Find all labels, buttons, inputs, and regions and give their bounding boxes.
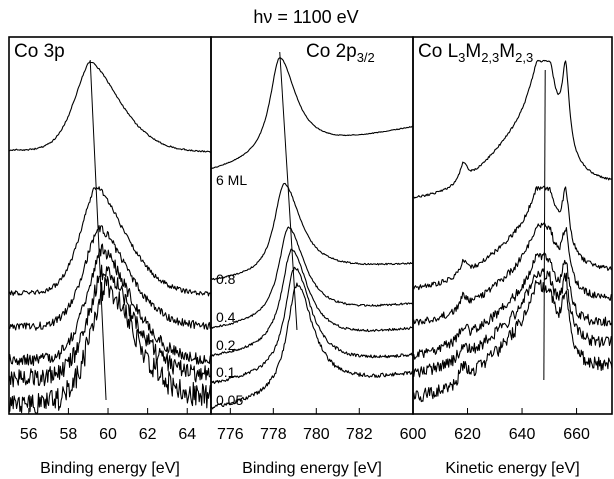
spectrum-0.4 <box>8 225 212 331</box>
spectrum-0.2 <box>210 248 414 357</box>
spectrum-6-ML <box>210 57 414 170</box>
panel-co-lmm: Co L3M2,3M2,3 600 620 640 660 Kinetic energ… <box>400 36 613 477</box>
spectrum-0.1 <box>8 264 212 388</box>
thickness-label-0.05: 0.05 <box>216 392 243 408</box>
panel-title: Co 3p <box>14 41 65 62</box>
spectrum-0.2 <box>413 252 613 360</box>
x-axis-label: Binding energy [eV] <box>242 460 382 477</box>
x-tick-label: 778 <box>260 426 287 443</box>
x-tick-label: 780 <box>303 426 330 443</box>
spectrum-0.05 <box>8 276 212 414</box>
panel-title: Co 2p3/2 <box>306 41 375 65</box>
thickness-labels: 6 ML 0.8 0.4 0.2 0.1 0.05 <box>216 172 247 408</box>
x-tick-label: 620 <box>454 426 481 443</box>
peak-position-guide <box>543 69 546 381</box>
x-tick-label: 776 <box>217 426 244 443</box>
x-tick-label: 64 <box>178 426 196 443</box>
x-tick-label: 62 <box>139 426 157 443</box>
spectrum-0.05 <box>412 279 613 403</box>
peak-position-guide <box>89 59 107 401</box>
spectrum-0.8 <box>412 185 613 291</box>
panel-frame <box>210 36 414 415</box>
x-tick-label: 600 <box>400 426 427 443</box>
spectrum-0.4 <box>412 222 613 326</box>
panel-co-2p32: Co 2p3/2 776 778 780 782 Binding energy [eV… <box>210 36 414 477</box>
spectrum-6-ML <box>412 59 613 199</box>
thickness-label-0.8: 0.8 <box>216 271 236 287</box>
spectrum-0.8 <box>8 186 212 297</box>
spectrum-0.2 <box>8 243 212 366</box>
spectrum-0.4 <box>210 226 414 329</box>
x-axis-label: Kinetic energy [eV] <box>445 460 579 477</box>
x-tick-label: 660 <box>563 426 590 443</box>
x-tick-label: 60 <box>99 426 117 443</box>
panel-title: Co L3M2,3M2,3 <box>418 41 533 65</box>
x-tick-label: 782 <box>346 426 373 443</box>
thickness-label-0.4: 0.4 <box>216 309 236 325</box>
spectrum-0.05 <box>210 282 414 410</box>
photon-energy-title: hν = 1100 eV <box>253 7 358 27</box>
panel-frame <box>412 36 613 415</box>
x-axis-label: Binding energy [eV] <box>40 460 180 477</box>
peak-position-guide <box>279 51 298 331</box>
x-tick-label: 58 <box>60 426 78 443</box>
thickness-label-0.1: 0.1 <box>216 364 236 380</box>
x-tick-label: 56 <box>20 426 38 443</box>
thickness-label-6ml: 6 ML <box>216 172 247 188</box>
spectrum-0.1 <box>412 267 613 378</box>
thickness-label-0.2: 0.2 <box>216 337 236 353</box>
x-tick-label: 640 <box>509 426 536 443</box>
panel-co-3p: Co 3p 56 58 60 62 64 Binding energy [eV] <box>8 36 212 477</box>
spectrum-0.8 <box>210 182 414 281</box>
spectrum-0.1 <box>211 266 414 385</box>
spectrum-6-ML <box>8 61 212 153</box>
